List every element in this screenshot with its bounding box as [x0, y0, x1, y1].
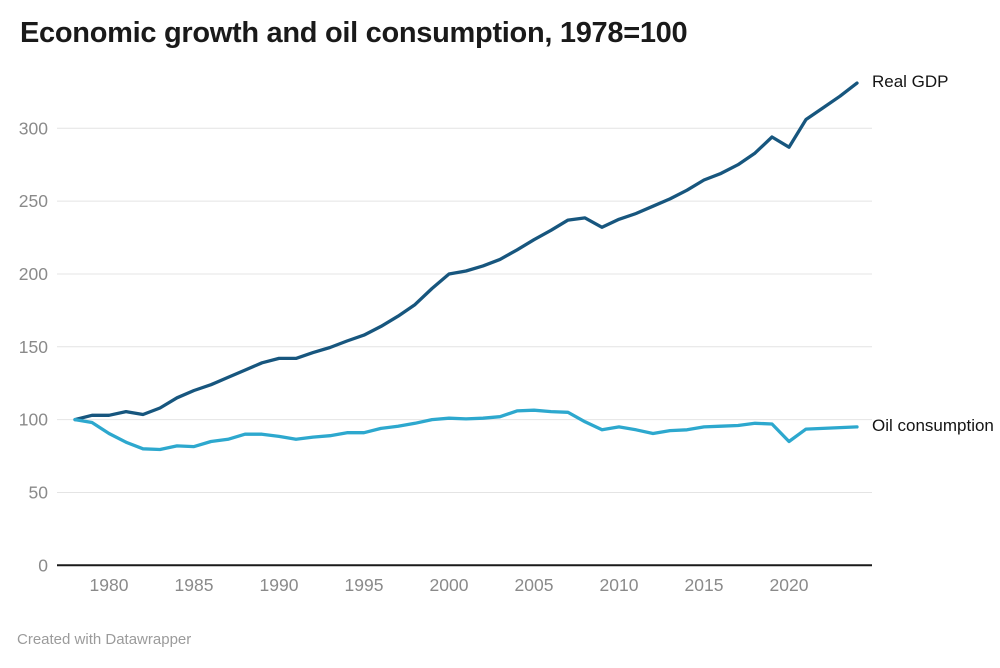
y-tick-label: 0 [38, 555, 48, 575]
x-tick-label: 1980 [90, 575, 129, 595]
y-tick-label: 50 [29, 482, 49, 502]
chart-title: Economic growth and oil consumption, 197… [20, 17, 688, 49]
y-tick-label: 100 [19, 410, 48, 430]
series-line-oil-consumption [73, 408, 859, 452]
x-tick-label: 1990 [260, 575, 299, 595]
x-tick-label: 1995 [345, 575, 384, 595]
x-tick-label: 2020 [770, 575, 809, 595]
x-tick-label: 2010 [600, 575, 639, 595]
y-tick-label: 200 [19, 264, 48, 284]
series-label-real-gdp: Real GDP [872, 72, 949, 91]
x-tick-label: 2005 [515, 575, 554, 595]
y-tick-label: 150 [19, 337, 48, 357]
series-line-real-gdp [73, 81, 859, 422]
y-tick-label: 250 [19, 191, 48, 211]
y-tick-label: 300 [19, 118, 48, 138]
x-tick-label: 2015 [685, 575, 724, 595]
created-with-datawrapper-link[interactable]: Created with Datawrapper [17, 631, 192, 648]
series-label-oil-consumption: Oil consumption [872, 416, 994, 435]
x-tick-label: 2000 [430, 575, 469, 595]
x-tick-label: 1985 [175, 575, 214, 595]
